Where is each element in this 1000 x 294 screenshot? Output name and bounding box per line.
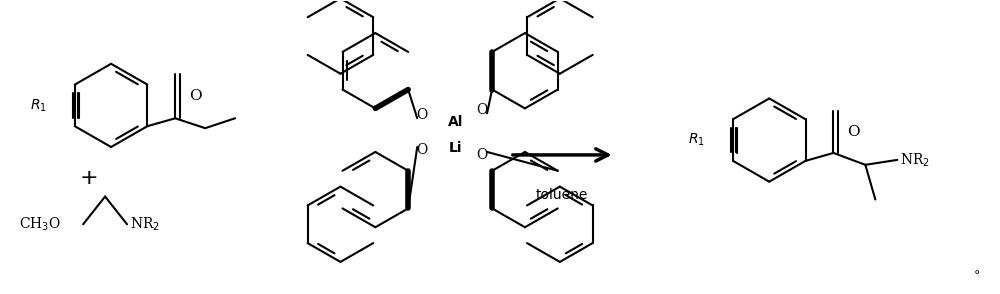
Text: O: O [847,125,860,139]
Text: $R_1$: $R_1$ [688,132,705,148]
Text: O: O [189,89,202,103]
Text: CH$_3$O: CH$_3$O [19,216,61,233]
Text: toluene: toluene [536,188,588,202]
Text: $R_1$: $R_1$ [30,97,47,113]
Text: O: O [417,108,428,122]
Text: O: O [476,148,488,162]
Text: Al: Al [447,115,463,129]
Text: °: ° [973,270,980,283]
Text: +: + [80,168,98,188]
Text: NR$_2$: NR$_2$ [900,151,930,168]
Text: O: O [417,143,428,157]
Text: O: O [476,103,488,117]
Text: Li: Li [448,141,462,155]
Text: NR$_2$: NR$_2$ [130,216,160,233]
